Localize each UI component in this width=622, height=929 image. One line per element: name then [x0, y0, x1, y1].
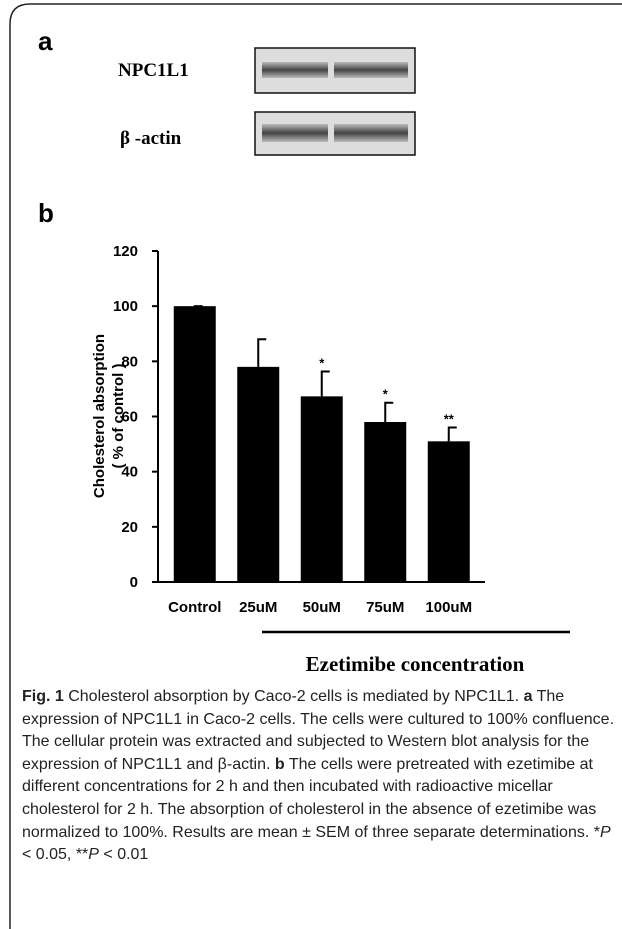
bar [301, 396, 343, 582]
caption-p: P [88, 846, 99, 863]
x-tick-label: Control [168, 599, 221, 616]
x-tick-label: 50uM [303, 599, 341, 616]
caption-text: < 0.05, ** [22, 846, 88, 863]
blot [255, 48, 415, 93]
panel-label: a [38, 26, 53, 56]
significance: ** [444, 412, 455, 427]
x-tick-label: 75uM [366, 599, 404, 616]
y-tick-label: 20 [121, 519, 138, 536]
y-axis-label: ( % of control ) [110, 364, 127, 469]
error-bar [257, 339, 266, 367]
panel-label: b [38, 198, 54, 228]
bar [428, 441, 470, 582]
page: a NPC1L1 β -actin b 020406080100120Chole… [0, 0, 622, 929]
bar [237, 367, 279, 582]
y-tick-label: 100 [113, 298, 138, 315]
bar [364, 422, 406, 582]
blot-label: β -actin [120, 128, 182, 149]
y-tick-label: 120 [113, 243, 138, 260]
significance: * [319, 356, 325, 371]
caption-p: P [600, 824, 611, 841]
blot-label: NPC1L1 [118, 60, 189, 81]
caption-text: Cholesterol absorption by Caco-2 cells i… [64, 688, 524, 705]
x-tick-label: 100uM [425, 599, 472, 616]
significance: * [383, 387, 389, 402]
caption-text: < 0.01 [99, 846, 148, 863]
y-axis-label: Cholesterol absorption [91, 334, 108, 498]
error-bar [321, 372, 330, 397]
x-axis-label: Ezetimibe concentration [306, 652, 525, 676]
error-bar [384, 403, 393, 422]
caption: Fig. 1 Cholesterol absorption by Caco-2 … [22, 686, 614, 867]
bar [174, 306, 216, 582]
caption-panel: b [275, 756, 285, 773]
error-bar [448, 428, 457, 442]
x-tick-label: 25uM [239, 599, 277, 616]
y-tick-label: 0 [130, 574, 138, 591]
caption-label: Fig. 1 [22, 688, 64, 705]
blot [255, 112, 415, 155]
